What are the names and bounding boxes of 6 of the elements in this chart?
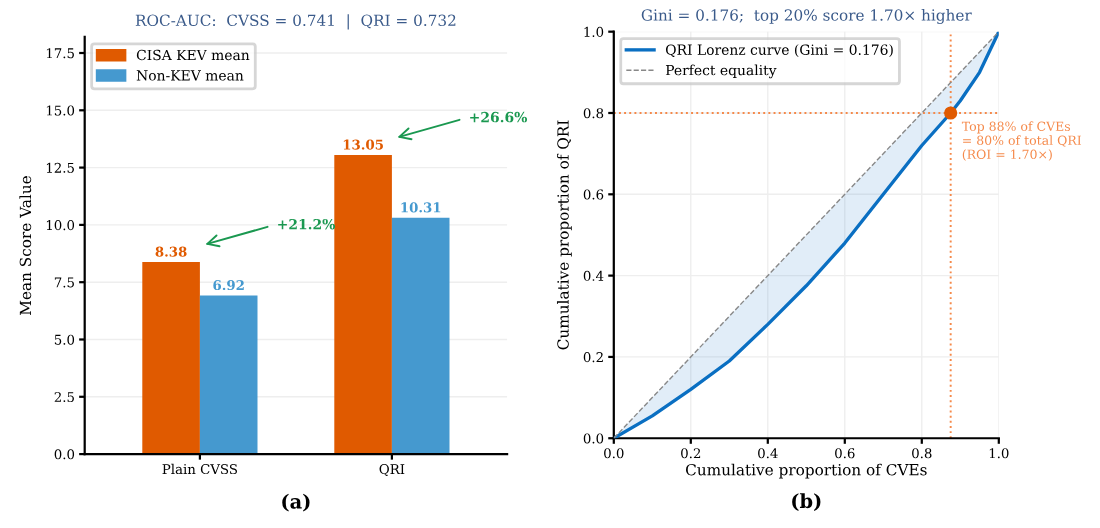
text: (a) xyxy=(282,493,310,512)
bar xyxy=(391,217,450,455)
bar xyxy=(199,295,258,455)
text: (b) xyxy=(792,493,821,511)
bar xyxy=(142,262,200,455)
bar xyxy=(334,154,392,455)
